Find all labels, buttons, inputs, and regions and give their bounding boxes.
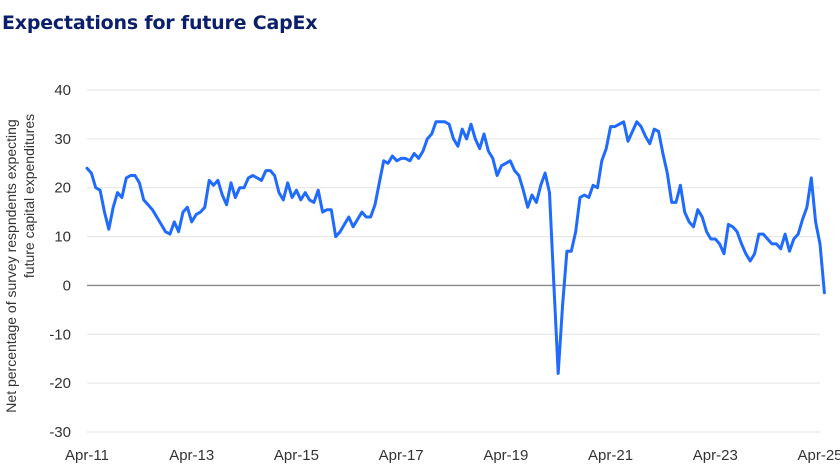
x-tick-label: Apr-25 (797, 447, 840, 464)
y-tick-label: 30 (54, 131, 71, 148)
y-tick-label: -30 (49, 424, 71, 441)
y-axis-ticks: 40 30 20 10 0 -10 -20 -30 (49, 82, 71, 441)
y-tick-label: 20 (54, 180, 71, 197)
y-tick-label: -10 (49, 326, 71, 343)
y-tick-label: 10 (54, 229, 71, 246)
chart-title: Expectations for future CapEx (2, 12, 318, 34)
y-tick-label: -20 (49, 375, 71, 392)
x-tick-label: Apr-23 (693, 447, 738, 464)
x-tick-label: Apr-19 (483, 447, 528, 464)
y-tick-label: 40 (54, 82, 71, 99)
x-tick-label: Apr-13 (169, 447, 214, 464)
x-tick-label: Apr-21 (588, 447, 633, 464)
y-tick-label: 0 (63, 277, 71, 294)
series-line (85, 120, 826, 375)
x-axis-ticks: Apr-11 Apr-13 Apr-15 Apr-17 Apr-19 Apr-21 Apr-… (65, 447, 840, 464)
y-axis-label-line-1: Net percentage of survey respndents expe… (3, 119, 19, 412)
y-axis-label-line-2: future capital expenditures (21, 114, 37, 278)
x-tick-label: Apr-17 (379, 447, 424, 464)
x-tick-label: Apr-15 (274, 447, 319, 464)
x-tick-label: Apr-11 (65, 447, 109, 464)
